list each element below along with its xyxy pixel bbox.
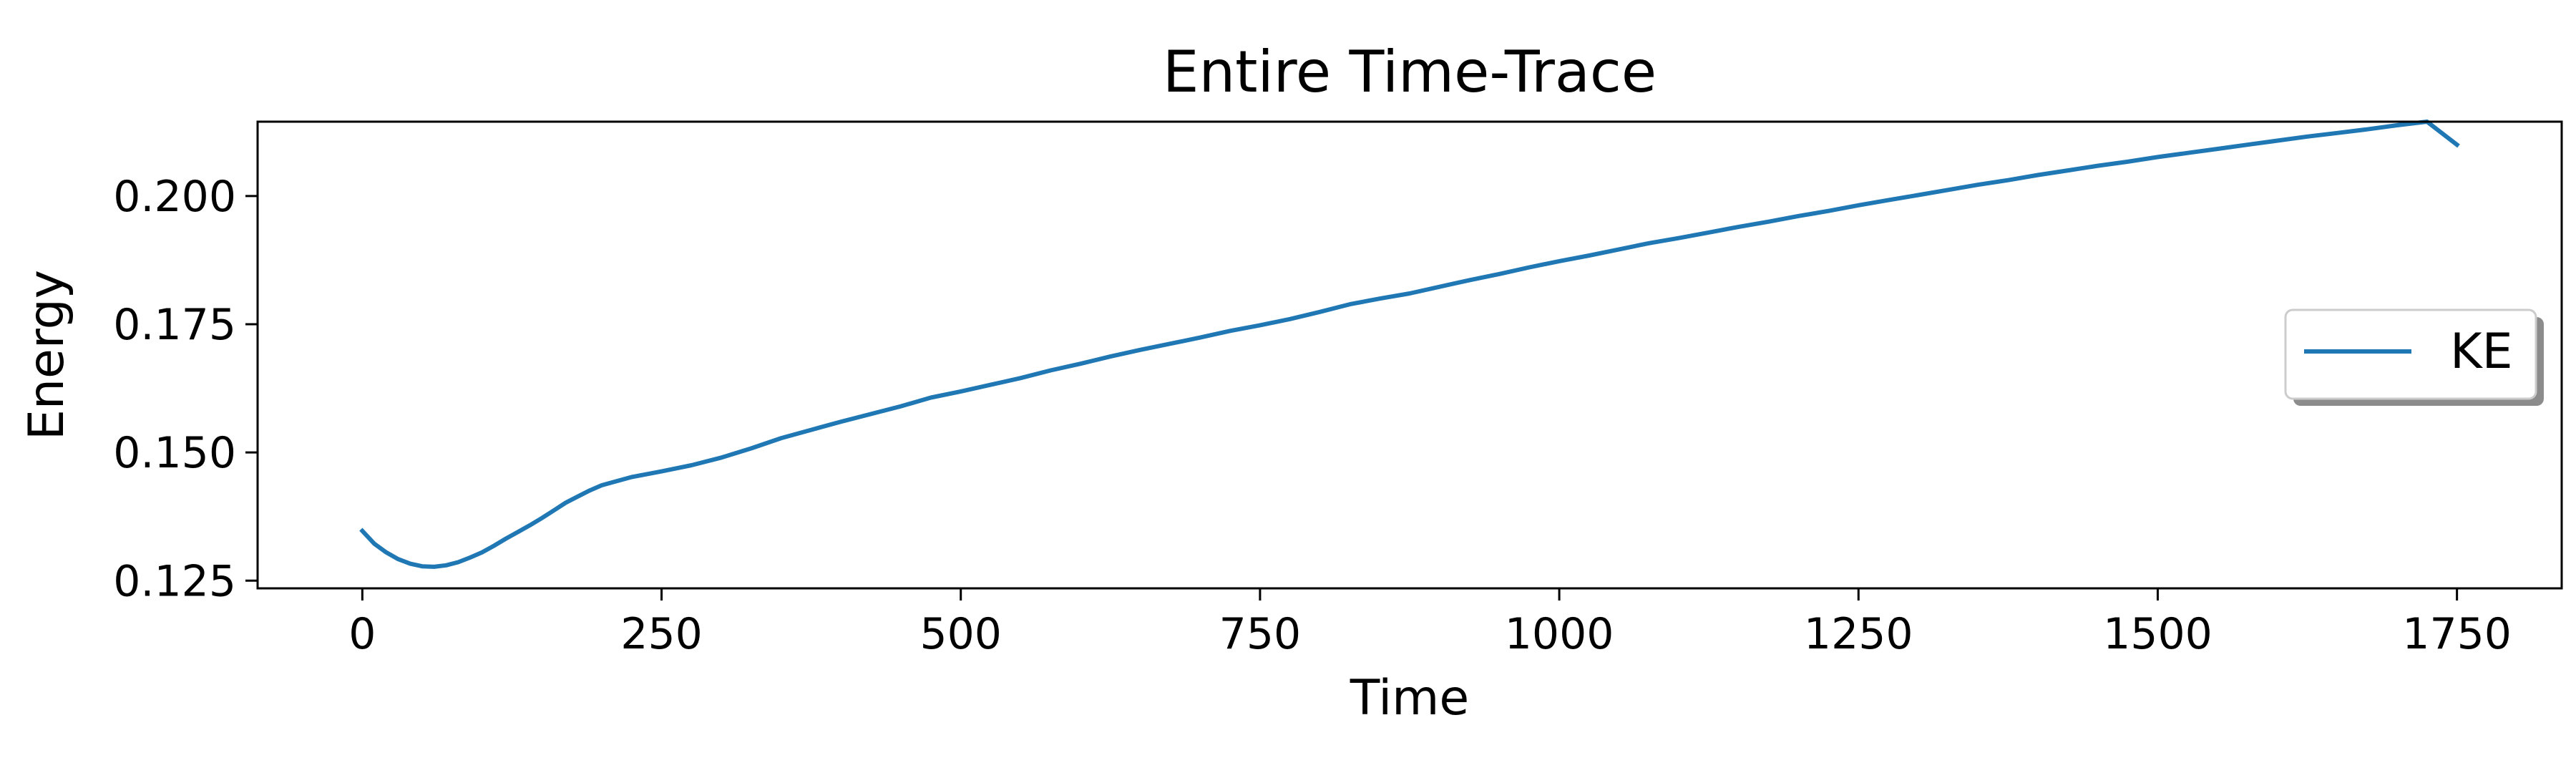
y-tick-label: 0.175 xyxy=(113,300,236,350)
y-axis-label: Energy xyxy=(19,270,75,440)
axes-ticks: 0 250 500 750 1000 1250 1500 1750 0.125 0.150 0.17… xyxy=(113,172,2512,659)
x-tick-label: 1250 xyxy=(1804,609,1913,659)
plot-area xyxy=(359,120,2460,569)
x-tick-label: 750 xyxy=(1219,609,1302,659)
legend[interactable]: KE xyxy=(2284,308,2544,406)
x-tick-label: 1000 xyxy=(1505,609,1614,659)
x-tick-label: 500 xyxy=(919,609,1002,659)
legend-box xyxy=(2284,308,2537,400)
series-line-ke[interactable] xyxy=(359,120,2460,569)
x-axis-label: Time xyxy=(1350,670,1469,726)
y-tick-label: 0.200 xyxy=(113,172,236,222)
x-tick-label: 1750 xyxy=(2402,609,2512,659)
legend-label: KE xyxy=(2450,324,2513,380)
x-tick-label: 250 xyxy=(620,609,703,659)
plot-frame xyxy=(256,120,2563,590)
y-tick-label: 0.125 xyxy=(113,556,236,606)
x-tick-label: 1500 xyxy=(2103,609,2212,659)
x-tick-label: 0 xyxy=(348,609,376,659)
chart-title: Entire Time-Trace xyxy=(1163,39,1657,105)
y-tick-label: 0.150 xyxy=(113,428,236,478)
